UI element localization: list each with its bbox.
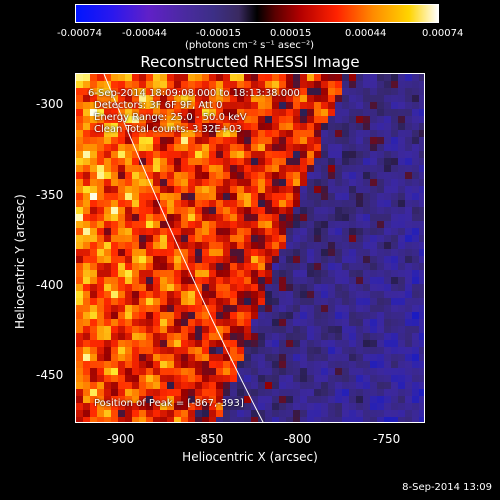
colorbar-tick: -0.00044 (122, 28, 167, 39)
annotation-clean: Clean Total counts: 3.32E+03 (94, 124, 242, 135)
y-tick-label: -450 (36, 368, 64, 382)
x-axis-label: Heliocentric X (arcsec) (182, 450, 318, 464)
x-tick-label: -800 (284, 432, 312, 446)
colorbar-tick: -0.00074 (57, 28, 102, 39)
timestamp: 8-Sep-2014 13:09 (402, 482, 492, 493)
annotation-time: 6-Sep-2014 18:09:08.000 to 18:13:38.000 (88, 88, 300, 99)
y-tick-label: -300 (36, 97, 64, 111)
annotation-peak: Position of Peak = [-867,-393] (94, 398, 244, 409)
x-tick-label: -750 (373, 432, 401, 446)
colorbar (75, 4, 439, 23)
y-tick-label: -350 (36, 188, 64, 202)
image-plot (75, 73, 425, 423)
colorbar-unit: (photons cm⁻² s⁻¹ asec⁻²) (185, 40, 315, 51)
annotation-energy: Energy Range: 25.0 - 50.0 keV (94, 112, 247, 123)
solar-limb-line (103, 74, 264, 422)
x-tick-label: -850 (196, 432, 224, 446)
colorbar-tick: 0.00015 (270, 28, 312, 39)
colorbar-tick: -0.00015 (196, 28, 241, 39)
colorbar-tick: 0.00074 (422, 28, 464, 39)
heatmap-image (76, 74, 424, 422)
y-tick-label: -400 (36, 278, 64, 292)
y-axis-label: Heliocentric Y (arcsec) (13, 194, 27, 329)
annotation-detectors: Detectors: 3F 6F 9F, Att 0 (94, 100, 223, 111)
x-tick-label: -900 (107, 432, 135, 446)
colorbar-tick: 0.00044 (345, 28, 387, 39)
plot-title: Reconstructed RHESSI Image (140, 53, 360, 71)
